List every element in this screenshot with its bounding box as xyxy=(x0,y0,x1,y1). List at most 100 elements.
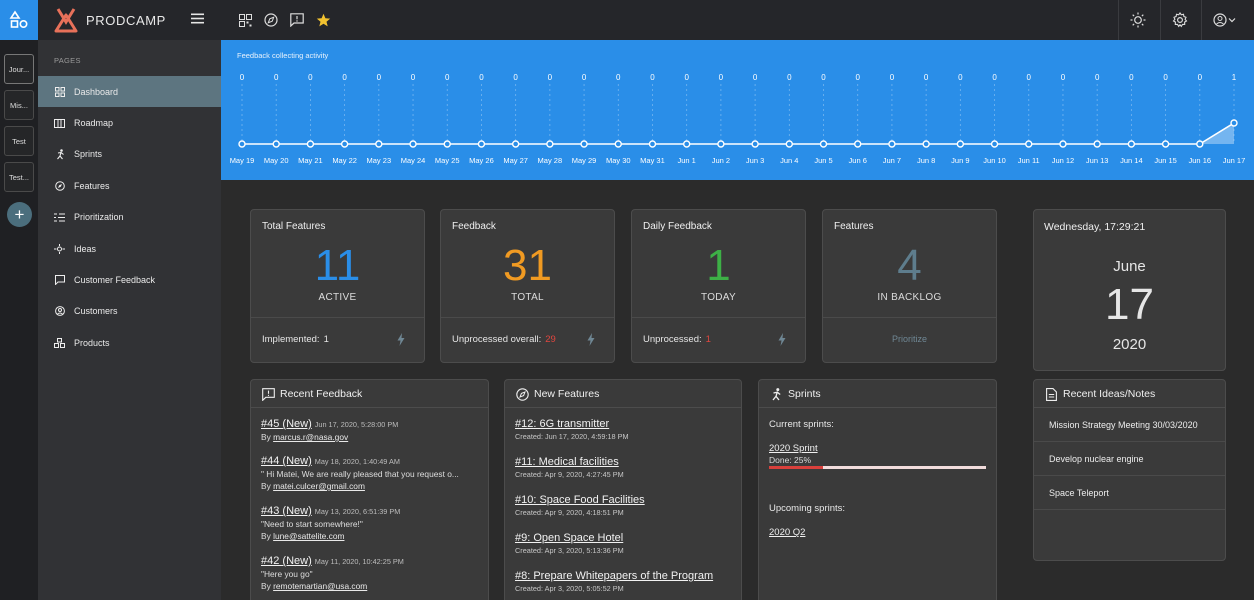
brand[interactable]: PRODCAMP xyxy=(38,0,221,40)
stat-label: IN BACKLOG xyxy=(877,292,942,303)
footer-label: Unprocessed overall: xyxy=(452,334,542,345)
stat-label: TOTAL xyxy=(511,292,544,303)
x-tick-label: May 24 xyxy=(401,156,426,165)
recent-ideas-panel: Recent Ideas/Notes Mission Strategy Meet… xyxy=(1033,379,1226,561)
bolt-icon[interactable] xyxy=(587,333,595,348)
x-tick-label: May 28 xyxy=(538,156,563,165)
logo-icon xyxy=(9,10,28,29)
idea-item[interactable]: Mission Strategy Meeting 30/03/2020 xyxy=(1034,408,1225,442)
sidebar-item-prioritization[interactable]: Prioritization xyxy=(38,202,221,233)
sidebar-item-sprints[interactable]: Sprints xyxy=(38,139,221,170)
data-label: 0 xyxy=(377,73,382,82)
workspace-test[interactable]: Test xyxy=(4,126,34,156)
menu-toggle-button[interactable] xyxy=(191,13,204,26)
data-point xyxy=(1025,140,1033,148)
data-point xyxy=(1093,140,1101,148)
feedback-link[interactable]: #42 (New) xyxy=(261,555,312,567)
sidebar-item-features[interactable]: Features xyxy=(38,170,221,201)
sidebar-item-label: Features xyxy=(74,180,110,191)
workspace-journey[interactable]: Jour... xyxy=(4,54,34,84)
by-label: By xyxy=(261,581,271,591)
top-bar xyxy=(221,0,1254,40)
feedback-link[interactable]: #43 (New) xyxy=(261,505,312,517)
feature-link[interactable]: #12: 6G transmitter xyxy=(515,418,610,430)
sidebar-item-roadmap[interactable]: Roadmap xyxy=(38,107,221,138)
data-label: 0 xyxy=(342,73,347,82)
feedback-item: #42 (New) May 11, 2020, 10:42:25 PM "Here… xyxy=(261,555,479,591)
grid-icon[interactable] xyxy=(236,11,254,29)
compass-icon[interactable] xyxy=(262,11,280,29)
current-month: June xyxy=(1113,258,1146,275)
panel-title: Recent Feedback xyxy=(280,388,363,400)
backlog-features-card: Features 4 IN BACKLOG Prioritize xyxy=(822,209,997,363)
author-email-link[interactable]: remotemartian@usa.com xyxy=(273,581,368,591)
card-title: Total Features xyxy=(262,221,326,232)
data-label: 0 xyxy=(1095,73,1100,82)
feature-created: Created: Apr 9, 2020, 4:18:51 PM xyxy=(515,508,624,517)
data-point xyxy=(443,140,451,148)
sidebar-item-label: Customers xyxy=(74,306,118,317)
feedback-item: #44 (New) May 18, 2020, 1:40:49 AM " Hi M… xyxy=(261,455,479,491)
feedback-date: May 13, 2020, 6:51:39 PM xyxy=(314,507,401,516)
data-label: 0 xyxy=(1027,73,1032,82)
feature-link[interactable]: #11: Medical facilities xyxy=(515,456,619,468)
sidebar-item-dashboard[interactable]: Dashboard xyxy=(38,76,221,108)
x-tick-label: Jun 4 xyxy=(780,156,798,165)
data-point xyxy=(238,140,246,148)
sidebar-item-ideas[interactable]: Ideas xyxy=(38,233,221,264)
data-label: 0 xyxy=(274,73,279,82)
data-point xyxy=(1127,140,1136,148)
feedback-icon xyxy=(261,387,275,401)
star-icon[interactable] xyxy=(314,11,332,29)
bolt-icon[interactable] xyxy=(397,333,405,348)
runner-icon xyxy=(769,387,783,401)
data-label: 0 xyxy=(719,73,724,82)
sprint-link[interactable]: 2020 Q2 xyxy=(769,527,806,538)
sun-icon[interactable] xyxy=(1129,11,1147,29)
sidebar-item-customer-feedback[interactable]: Customer Feedback xyxy=(38,264,221,295)
sidebar-item-products[interactable]: Products xyxy=(38,327,221,358)
gear-icon[interactable] xyxy=(1171,11,1189,29)
divider xyxy=(251,317,424,318)
prioritize-link[interactable]: Prioritize xyxy=(891,334,927,344)
feature-link[interactable]: #10: Space Food Facilities xyxy=(515,494,645,506)
feedback-link[interactable]: #45 (New) xyxy=(261,418,312,430)
author-email-link[interactable]: marcus.r@nasa.gov xyxy=(273,432,349,442)
user-menu-icon[interactable] xyxy=(1212,11,1238,29)
card-title: Daily Feedback xyxy=(643,221,712,232)
x-tick-label: May 21 xyxy=(298,156,323,165)
workspace-mission[interactable]: Mis... xyxy=(4,90,34,120)
feature-link[interactable]: #8: Prepare Whitepapers of the Program xyxy=(515,570,714,582)
feedback-icon[interactable] xyxy=(288,11,306,29)
data-point xyxy=(717,140,725,148)
divider xyxy=(441,317,614,318)
feedback-date: May 18, 2020, 1:40:49 AM xyxy=(314,457,400,466)
feedback-activity-chart: Feedback collecting activity 0 May 19 0 May… xyxy=(221,40,1254,180)
author-email-link[interactable]: matei.culcer@gmail.com xyxy=(273,481,365,491)
activity-chart-svg: 0 May 19 0 May 20 0 May 21 0 May 22 0 May 23 0 May … xyxy=(230,73,1246,165)
sidebar-item-customers[interactable]: Customers xyxy=(38,296,221,327)
workspace-test-2[interactable]: Test... xyxy=(4,162,34,192)
idea-item[interactable]: Space Teleport xyxy=(1034,476,1225,510)
compass-icon xyxy=(54,180,65,191)
data-point xyxy=(751,140,759,148)
stat-value: 1 xyxy=(706,241,731,290)
footer-value: 1 xyxy=(323,334,329,345)
author-email-link[interactable]: lune@sattelite.com xyxy=(273,531,345,541)
idea-item[interactable]: Develop nuclear engine xyxy=(1034,442,1225,476)
feature-item: #8: Prepare Whitepapers of the Program C… xyxy=(515,570,740,593)
sprint-link[interactable]: 2020 Sprint xyxy=(769,443,818,454)
x-tick-label: Jun 12 xyxy=(1052,156,1075,165)
clock-card: Wednesday, 17:29:21 June 17 2020 xyxy=(1033,209,1226,371)
feedback-link[interactable]: #44 (New) xyxy=(261,455,312,467)
feedback-quote: "Here you go" xyxy=(261,569,313,579)
bolt-icon[interactable] xyxy=(778,333,786,348)
plus-icon: + xyxy=(14,204,25,224)
data-point xyxy=(1230,119,1238,127)
add-workspace-button[interactable]: + xyxy=(7,202,32,227)
app-logo[interactable] xyxy=(0,0,38,40)
feature-link[interactable]: #9: Open Space Hotel xyxy=(515,532,624,544)
data-point xyxy=(648,140,657,148)
feature-created: Created: Apr 3, 2020, 5:05:52 PM xyxy=(515,584,624,593)
data-label: 0 xyxy=(890,73,895,82)
